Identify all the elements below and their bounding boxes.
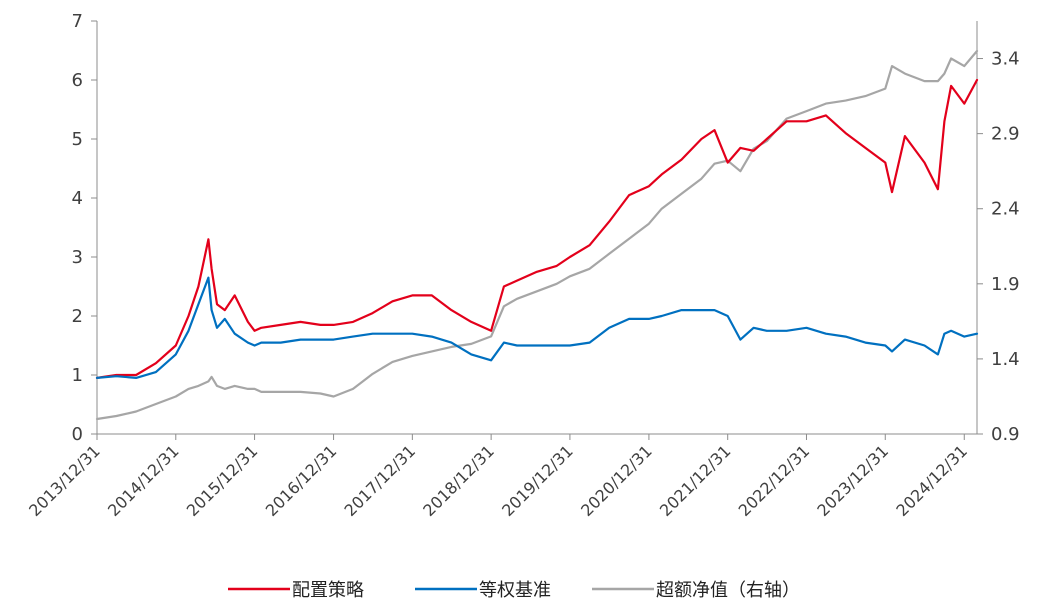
series-line-0 (95, 78, 979, 379)
y-left-tick-label: 0 (72, 424, 83, 445)
x-tick-label: 2024/12/31 (892, 441, 971, 520)
y-left-tick-label: 1 (72, 365, 83, 386)
x-tick-label: 2013/12/31 (25, 441, 104, 520)
x-tick-label: 2021/12/31 (656, 441, 735, 520)
x-tick-label: 2018/12/31 (419, 441, 498, 520)
tick-labels-layer: 0 1 2 3 4 5 6 7 0.9 1.4 1.9 2.4 2.9 3.4 2013/12/31 2014… (25, 11, 1019, 520)
legend-label-1: 等权基准 (479, 580, 551, 601)
axes-layer (91, 20, 983, 440)
y-left-tick-label: 3 (72, 247, 83, 268)
y-right-tick-label: 1.9 (991, 274, 1020, 295)
x-tick-label: 2023/12/31 (813, 441, 892, 520)
y-right-tick-label: 3.4 (991, 49, 1020, 70)
y-left-tick-label: 4 (72, 188, 83, 209)
x-tick-label: 2019/12/31 (498, 441, 577, 520)
y-right-tick-label: 2.4 (991, 199, 1020, 220)
y-left-tick-label: 5 (72, 129, 83, 150)
series-line-1 (95, 276, 979, 379)
y-right-tick-label: 1.4 (991, 349, 1020, 370)
series-layer (95, 49, 979, 421)
legend-label-0: 配置策略 (292, 580, 364, 601)
series-line-2 (95, 49, 979, 421)
y-right-tick-label: 2.9 (991, 124, 1020, 145)
legend-label-2: 超额净值（右轴） (656, 580, 800, 601)
x-tick-label: 2016/12/31 (262, 441, 341, 520)
x-tick-label: 2017/12/31 (341, 441, 420, 520)
x-tick-label: 2022/12/31 (735, 441, 814, 520)
y-left-tick-label: 6 (72, 70, 83, 91)
y-left-tick-label: 7 (72, 11, 83, 32)
y-right-tick-label: 0.9 (991, 424, 1020, 445)
y-left-tick-label: 2 (72, 306, 83, 327)
x-tick-label: 2014/12/31 (104, 441, 183, 520)
x-tick-label: 2015/12/31 (183, 441, 262, 520)
x-tick-label: 2020/12/31 (577, 441, 656, 520)
legend: 配置策略 等权基准 超额净值（右轴） (228, 580, 800, 601)
